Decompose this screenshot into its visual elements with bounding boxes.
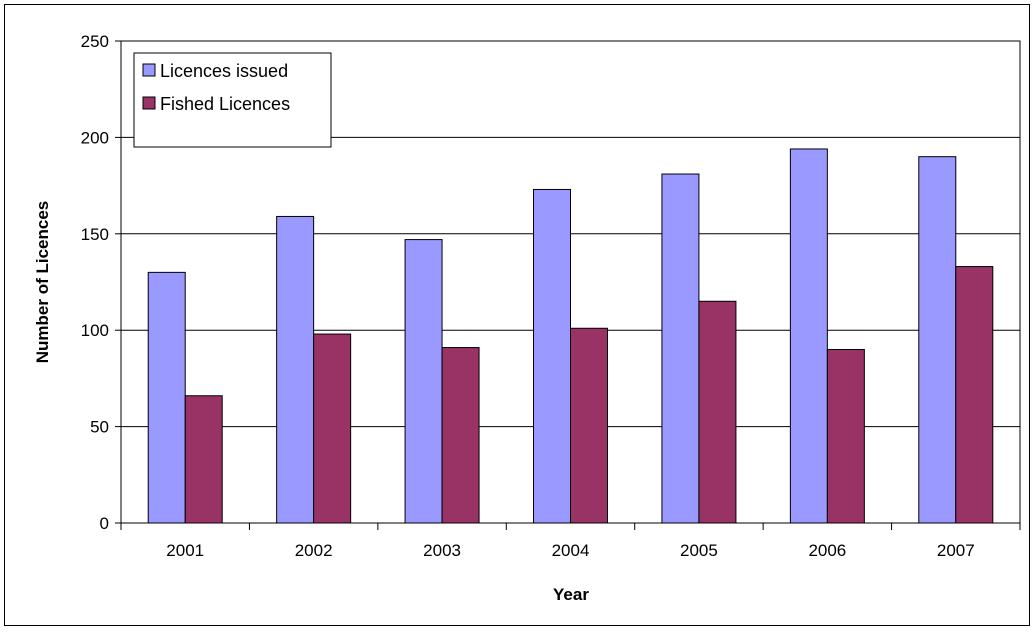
x-tick-labels: 2001 2002 2003 2004 2005 2006 2007 [166,541,974,560]
bar-fished-licences-2007 [955,266,994,524]
legend-label-fished-licences: Fished Licences [160,94,290,114]
bar-licences-issued-2004 [533,188,571,524]
y-tick-label: 200 [81,128,109,147]
y-tick-label: 150 [81,225,109,244]
y-tick-label: 0 [100,514,109,533]
plot-area-border [120,40,1021,524]
bar-licences-issued-2006 [789,148,828,524]
bar-fished-licences-2006 [826,348,865,524]
x-tick-label: 2007 [937,541,975,560]
y-tick-label: 250 [81,32,109,51]
bar-fished-licences-2002 [313,333,352,524]
y-tick-label: 100 [81,321,109,340]
legend-label-licences-issued: Licences issued [160,61,288,81]
bar-licences-issued-2002 [276,215,315,524]
legend-box [133,52,332,148]
x-tick-label: 2006 [808,541,846,560]
bar-licences-issued-2005 [661,173,700,524]
x-axis-title: Year [553,585,589,604]
y-tick-labels: 0 50 100 150 200 250 [81,32,109,533]
x-tick-label: 2005 [680,541,718,560]
bar-fished-licences-2001 [184,395,223,524]
bar-licences-issued-2003 [404,239,443,524]
bar-fished-licences-2005 [698,300,737,524]
legend-swatch-fished-licences [142,96,156,110]
bars [147,148,994,524]
bar-licences-issued-2001 [147,271,186,524]
x-tick-label: 2003 [423,541,461,560]
legend-swatch-licences-issued [142,63,156,77]
y-tick-label: 50 [90,418,109,437]
x-tick-label: 2004 [552,541,590,560]
bar-licences-issued-2007 [918,156,957,524]
axes [115,40,1021,530]
x-tick-label: 2001 [166,541,204,560]
bar-fished-licences-2004 [570,327,608,524]
y-axis-title: Number of Licences [33,201,52,364]
x-tick-label: 2002 [295,541,333,560]
bar-fished-licences-2003 [441,347,480,524]
legend: Licences issued Fished Licences [133,52,332,148]
